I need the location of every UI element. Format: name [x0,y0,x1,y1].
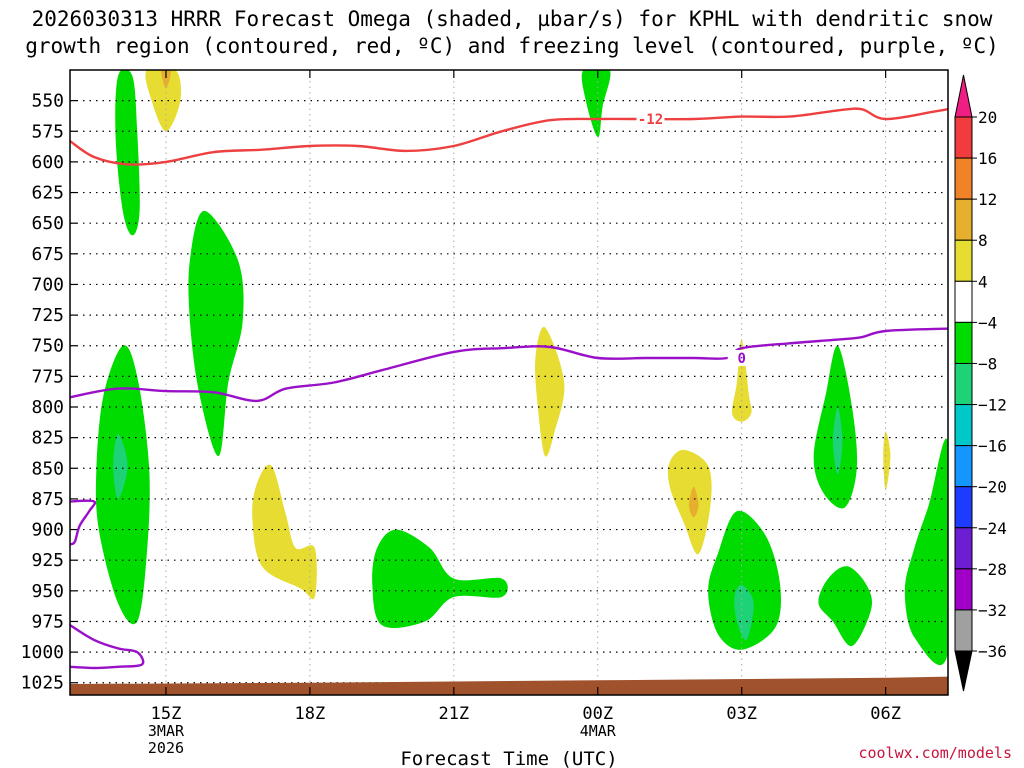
omega-region-8 [734,584,754,641]
colorbar-swatch-2 [954,157,973,200]
colorbar-label-14: −36 [978,642,1007,661]
y-tick-label-625: 625 [31,183,64,204]
y-tick-label-825: 825 [31,428,64,449]
omega-region-2 [188,210,244,457]
y-tick-label-750: 750 [31,336,64,357]
x-tick-label-15Z-3: 2026 [148,739,184,757]
x-tick-label-06Z-1: 06Z [870,704,901,724]
x-tick-label-00Z-1: 00Z [582,704,613,724]
contour-layer: -12 0 [70,107,948,670]
y-tick-label-650: 650 [31,213,64,234]
omega-region-10 [832,407,843,475]
contour-label-bg-1 [636,111,665,128]
colorbar-swatch-11 [954,527,973,570]
x-axis-label: Forecast Time (UTC) [400,748,617,768]
y-tick-label-975: 975 [31,611,64,632]
colorbar-swatch-3 [954,198,973,241]
colorbar-swatch-4 [954,239,973,282]
omega-region-20 [883,431,891,491]
chart-title-line-1: 2026030313 HRRR Forecast Omega (shaded, … [31,7,993,31]
omega-region-18 [688,486,699,518]
omega-region-16 [535,326,565,457]
y-tick-label-675: 675 [31,244,64,265]
omega-region-14 [161,70,171,89]
colorbar-label-3: 12 [978,190,997,209]
x-tick-label-15Z-2: 3MAR [148,722,185,740]
colorbar-swatch-7 [954,362,973,406]
y-tick-label-725: 725 [31,305,64,326]
y-tick-label-700: 700 [31,274,64,295]
contour-3 [70,499,97,546]
y-tick-label-800: 800 [31,397,64,418]
colorbar-label-1: 20 [978,108,997,127]
y-tick-label-1000: 1000 [21,642,64,663]
colorbar-swatch-13 [954,609,973,652]
shaded-omega-layer [95,70,948,666]
y-tick-label-950: 950 [31,581,64,602]
omega-region-11 [818,566,873,647]
terrain-ground [70,676,948,695]
colorbar-label-8: −12 [978,396,1007,415]
colorbar-label-10: −20 [978,478,1007,497]
contour-1 [70,107,948,166]
contour-2 [70,327,948,403]
colorbar-label-6: −4 [978,313,997,332]
colorbar-bottom-arrow [954,650,973,692]
colorbar-swatch-1 [954,116,973,159]
y-tick-label-1025: 1025 [21,673,64,694]
omega-region-7 [708,510,781,650]
omega-region-19 [731,339,752,422]
omega-region-6 [581,70,611,138]
x-tick-label-00Z-2: 4MAR [580,722,617,740]
omega-region-12 [904,438,948,666]
colorbar-swatch-10 [954,486,973,529]
x-tick-label-15Z-1: 15Z [151,704,182,724]
y-tick-label-600: 600 [31,152,64,173]
colorbar-label-4: 8 [978,231,988,250]
x-tick-label-03Z-1: 03Z [726,704,757,724]
y-tick-label-875: 875 [31,489,64,510]
y-tick-label-575: 575 [31,121,64,142]
colorbar-label-13: −32 [978,601,1007,620]
y-tick-label-775: 775 [31,366,64,387]
omega-region-13 [145,70,182,132]
colorbar-swatch-9 [954,445,973,488]
terrain-layer [70,676,948,695]
colorbar-label-9: −16 [978,437,1007,456]
y-tick-label-850: 850 [31,458,64,479]
x-tick-label-18Z-1: 18Z [295,704,326,724]
omega-region-15 [252,464,317,600]
colorbar-swatch-6 [954,321,973,364]
contour-label-bg-2 [727,349,756,366]
colorbar-swatch-8 [954,404,973,447]
chart-title-line-2: growth region (contoured, red, ºC) and f… [25,34,999,58]
contour-label-2: 0 [737,351,745,367]
y-tick-label-925: 925 [31,550,64,571]
colorbar-label-11: −24 [978,519,1007,538]
omega-region-1 [115,70,140,236]
colorbar-label-2: 16 [978,149,997,168]
omega-region-4 [113,434,128,499]
colorbar-label-5: 4 [978,272,988,291]
omega-region-5 [372,529,508,628]
plot-frame [69,69,949,696]
colorbar-label-7: −8 [978,354,997,373]
y-tick-label-550: 550 [31,91,64,112]
x-tick-label-21Z-1: 21Z [438,704,469,724]
colorbar-swatch-5 [954,280,973,323]
credit-text: coolwx.com/models [858,744,1012,762]
colorbar-top-arrow [954,74,973,118]
contour-4 [70,624,145,670]
colorbar: 20 16 12 8 4 −4 −8 −12 −16 −20 −24 −28 −32 −36 [954,74,1007,692]
y-axis: 550 575 600 625 650 675 700 725 750 775 800 825 850 8… [21,91,77,694]
y-tick-label-900: 900 [31,520,64,541]
colorbar-label-12: −28 [978,560,1007,579]
colorbar-swatch-12 [954,568,973,611]
contour-label-1: -12 [638,112,663,128]
